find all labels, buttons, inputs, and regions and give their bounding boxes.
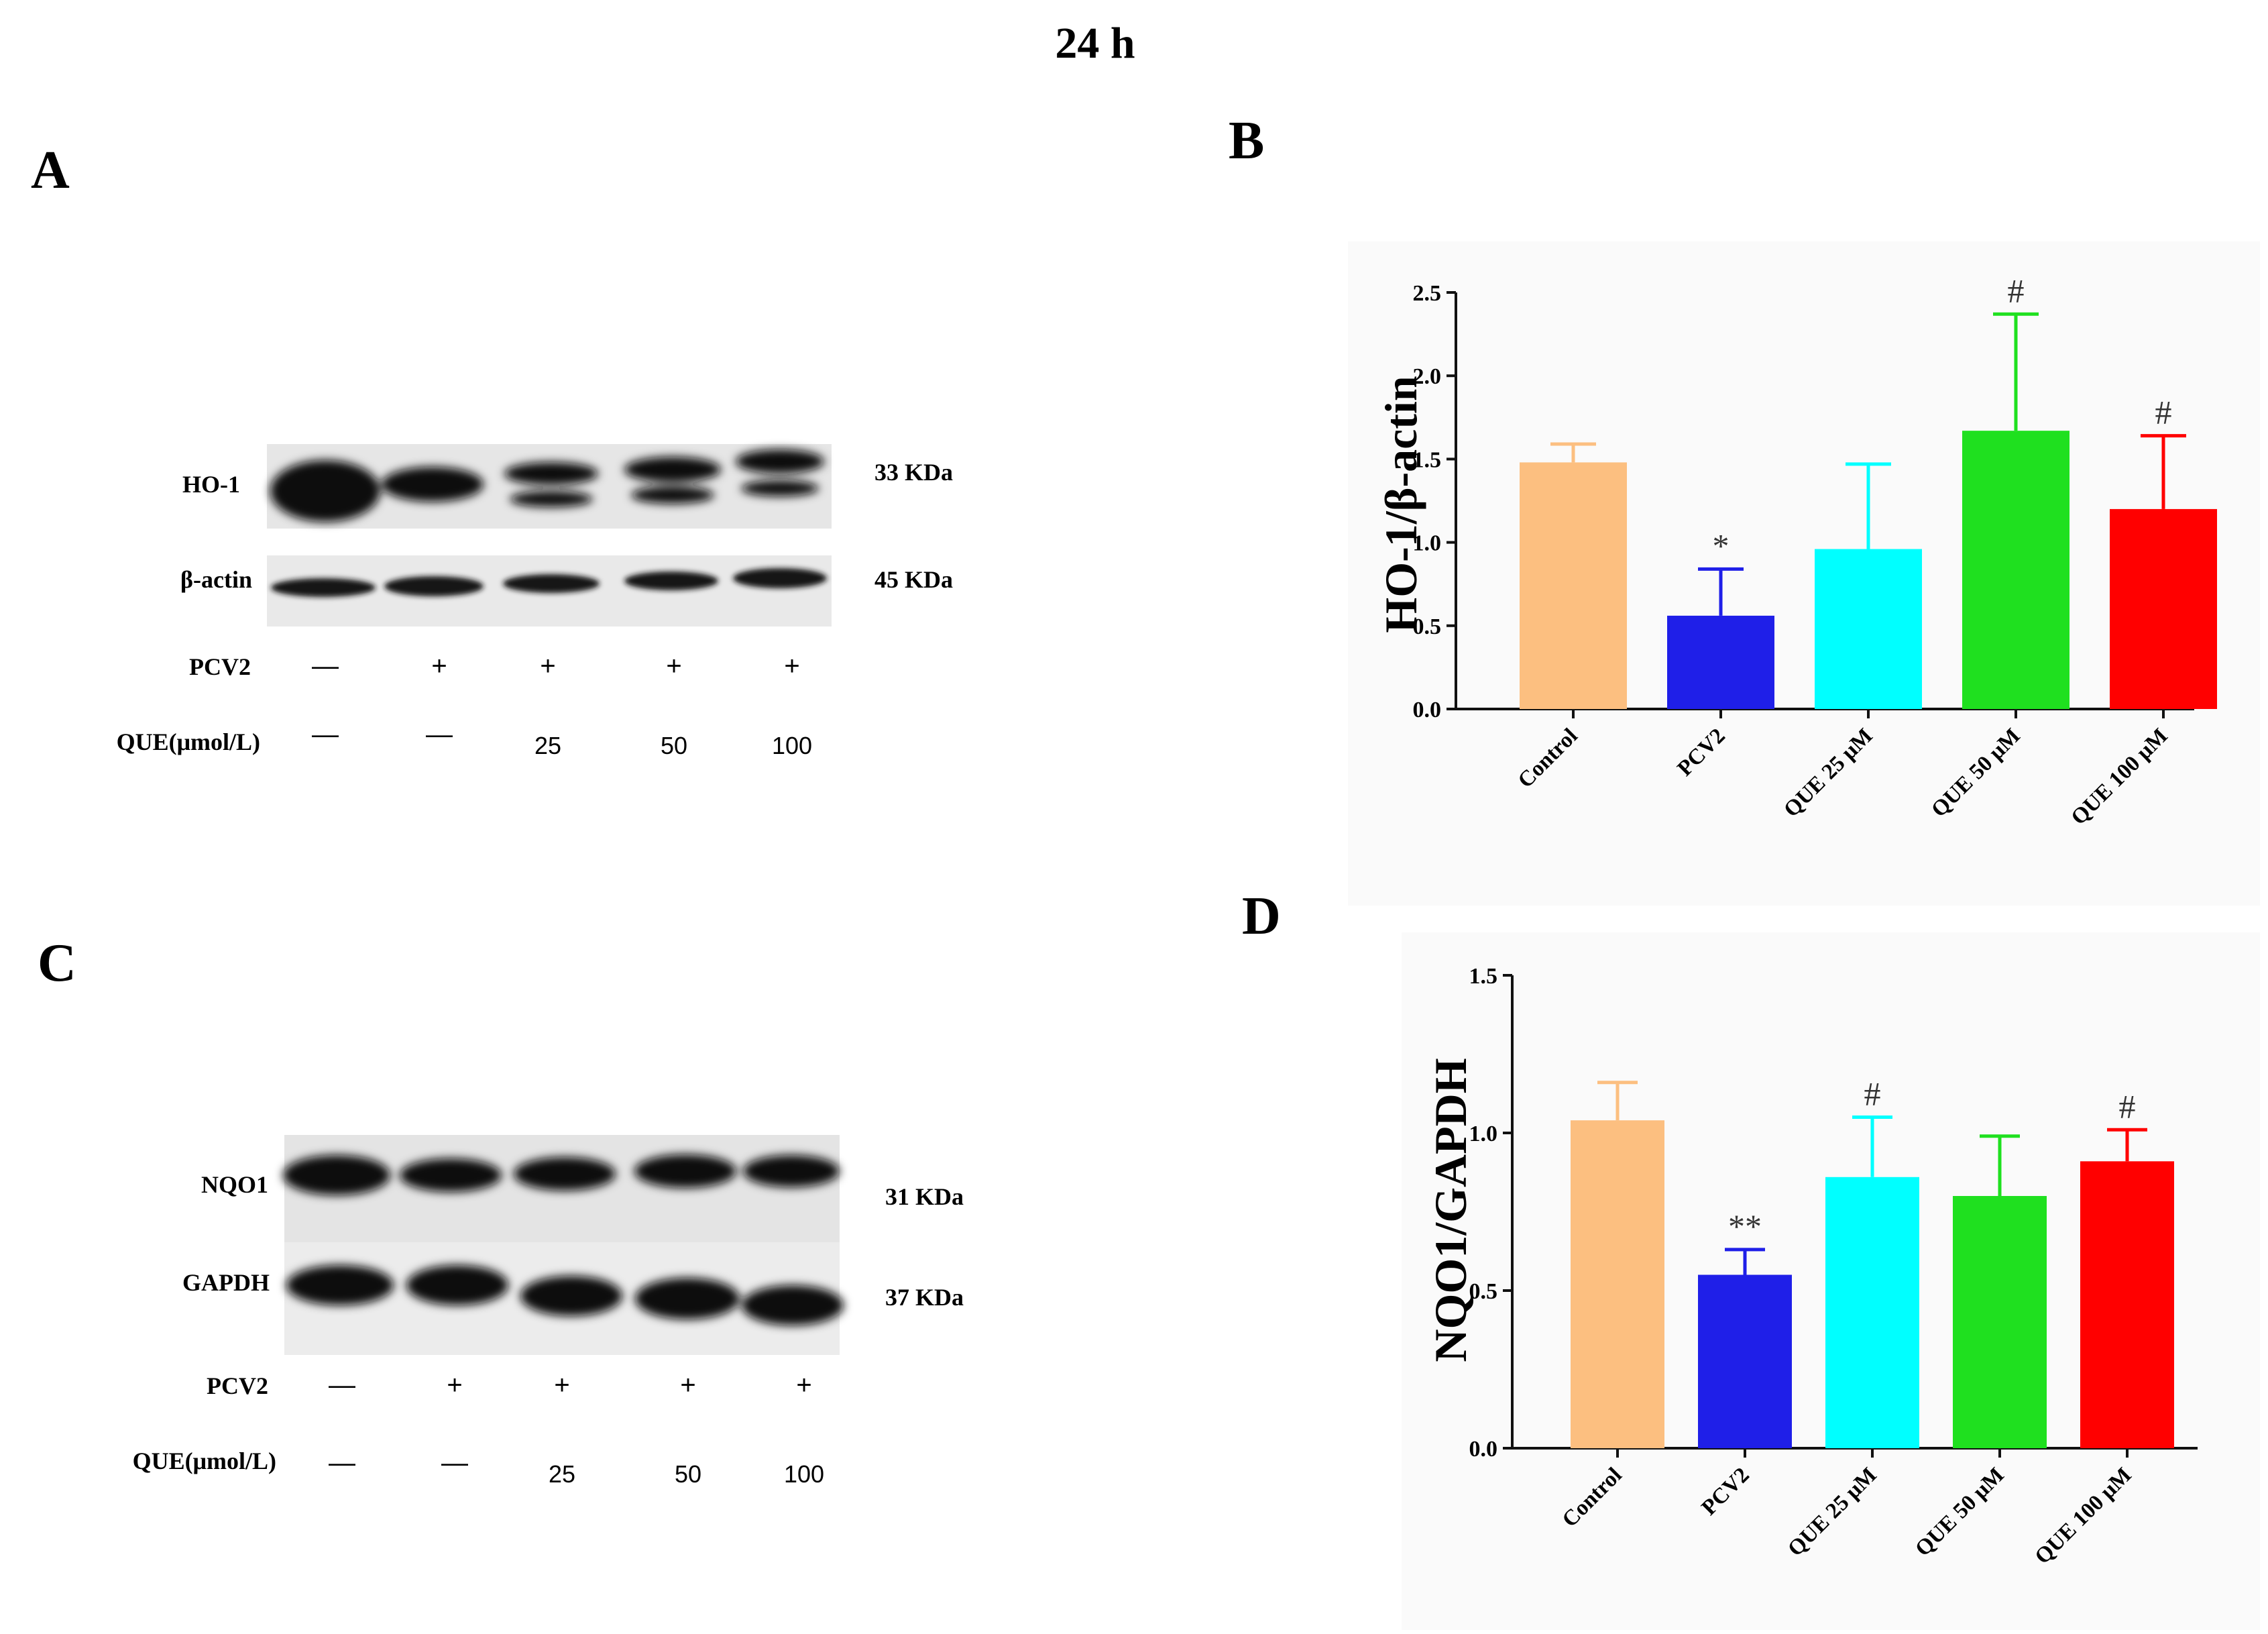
chart-b-y-axis-label: HO-1/β-actin xyxy=(1375,376,1426,633)
bar xyxy=(2110,508,2217,709)
pcv2-lane-value: + xyxy=(666,651,681,681)
blot-c-pcv2-label: PCV2 xyxy=(207,1372,268,1399)
pcv2-lane-value: + xyxy=(680,1370,695,1400)
blot-a-bands-actin xyxy=(271,568,827,597)
panel-label-c: C xyxy=(38,934,76,993)
bar xyxy=(1571,1120,1664,1448)
que-lane-value: 25 xyxy=(534,732,561,759)
significance-marker: * xyxy=(1713,527,1730,564)
bar xyxy=(1815,549,1922,709)
blot-c-protein-label: GAPDH xyxy=(182,1269,270,1296)
y-tick-label: 2.0 xyxy=(1413,364,1442,389)
bar xyxy=(2080,1161,2174,1448)
blot-c-bands-gapdh xyxy=(286,1265,844,1325)
y-tick-label: 1.0 xyxy=(1469,1122,1498,1146)
y-tick-label: 1.5 xyxy=(1413,447,1442,472)
que-lane-value: — xyxy=(426,720,453,749)
bar xyxy=(1698,1274,1792,1448)
pcv2-lane-value: + xyxy=(540,651,555,681)
significance-marker: # xyxy=(2119,1087,2136,1125)
blot-a-protein-label: HO-1 xyxy=(182,471,240,498)
blot-c: NQO1 GAPDH 31 KDa 37 KDa PCV2 QUE(μmol/L… xyxy=(133,1135,964,1488)
blot-a-size-label: 45 KDa xyxy=(874,566,953,593)
que-lane-value: — xyxy=(441,1448,468,1478)
blot-c-bands-nqo1 xyxy=(283,1154,840,1195)
significance-marker: # xyxy=(2008,272,2025,309)
pcv2-lane-value: — xyxy=(312,651,339,681)
blot-c-que-label: QUE(μmol/L) xyxy=(133,1448,276,1474)
y-tick-label: 0.5 xyxy=(1469,1279,1498,1304)
bar xyxy=(1667,615,1774,709)
blot-a-lane-annotations: — + + + + — — 25 50 100 xyxy=(312,651,812,759)
blot-c-size-label: 37 KDa xyxy=(885,1284,964,1311)
pcv2-lane-value: — xyxy=(329,1370,355,1400)
blot-a: HO-1 β-actin 33 KDa 45 KDa PCV2 QUE(μmol… xyxy=(117,444,953,759)
chart-b: HO-1/β-actin 0.00.51.01.52.02.5Control*P… xyxy=(1348,241,2260,906)
que-lane-value: 50 xyxy=(675,1460,701,1488)
pcv2-lane-value: + xyxy=(784,651,799,681)
pcv2-lane-value: + xyxy=(447,1370,462,1400)
y-tick-label: 2.5 xyxy=(1413,281,1442,306)
blot-c-lane-annotations: — + + + + — — 25 50 100 xyxy=(329,1370,824,1488)
chart-d: NQO1/GAPDH 0.00.51.01.5Control**PCV2#QUE… xyxy=(1402,932,2260,1630)
y-tick-label: 0.0 xyxy=(1413,698,1442,722)
que-lane-value: 50 xyxy=(661,732,687,759)
y-tick-label: 1.5 xyxy=(1469,964,1498,989)
panel-label-b: B xyxy=(1229,111,1264,170)
panel-label-a: A xyxy=(31,141,70,200)
significance-marker: ** xyxy=(1728,1207,1762,1245)
que-lane-value: — xyxy=(329,1448,355,1478)
que-lane-value: 100 xyxy=(772,732,812,759)
blot-a-pcv2-label: PCV2 xyxy=(189,653,251,680)
blot-a-que-label: QUE(μmol/L) xyxy=(117,728,260,755)
que-lane-value: 25 xyxy=(549,1460,575,1488)
pcv2-lane-value: + xyxy=(431,651,447,681)
bar xyxy=(1962,431,2069,709)
pcv2-lane-value: + xyxy=(554,1370,569,1400)
bar xyxy=(1953,1196,2047,1448)
chart-d-y-axis-label: NQO1/GAPDH xyxy=(1425,1058,1476,1362)
panel-label-d: D xyxy=(1242,887,1281,946)
chart-b-background xyxy=(1348,241,2260,906)
bar xyxy=(1825,1177,1919,1448)
blot-a-bands-ho1 xyxy=(270,449,824,522)
significance-marker: # xyxy=(1864,1075,1881,1113)
blot-a-size-label: 33 KDa xyxy=(874,459,953,486)
blot-c-size-label: 31 KDa xyxy=(885,1183,964,1210)
y-tick-label: 0.0 xyxy=(1469,1437,1498,1462)
pcv2-lane-value: + xyxy=(796,1370,811,1400)
y-tick-label: 1.0 xyxy=(1413,531,1442,556)
figure-title: 24 h xyxy=(1055,19,1135,68)
blot-c-protein-label: NQO1 xyxy=(201,1171,268,1198)
que-lane-value: — xyxy=(312,720,339,749)
que-lane-value: 100 xyxy=(784,1460,824,1488)
blot-a-protein-label: β-actin xyxy=(180,566,252,593)
bar xyxy=(1520,462,1627,709)
y-tick-label: 0.5 xyxy=(1413,614,1442,639)
significance-marker: # xyxy=(2155,394,2172,431)
